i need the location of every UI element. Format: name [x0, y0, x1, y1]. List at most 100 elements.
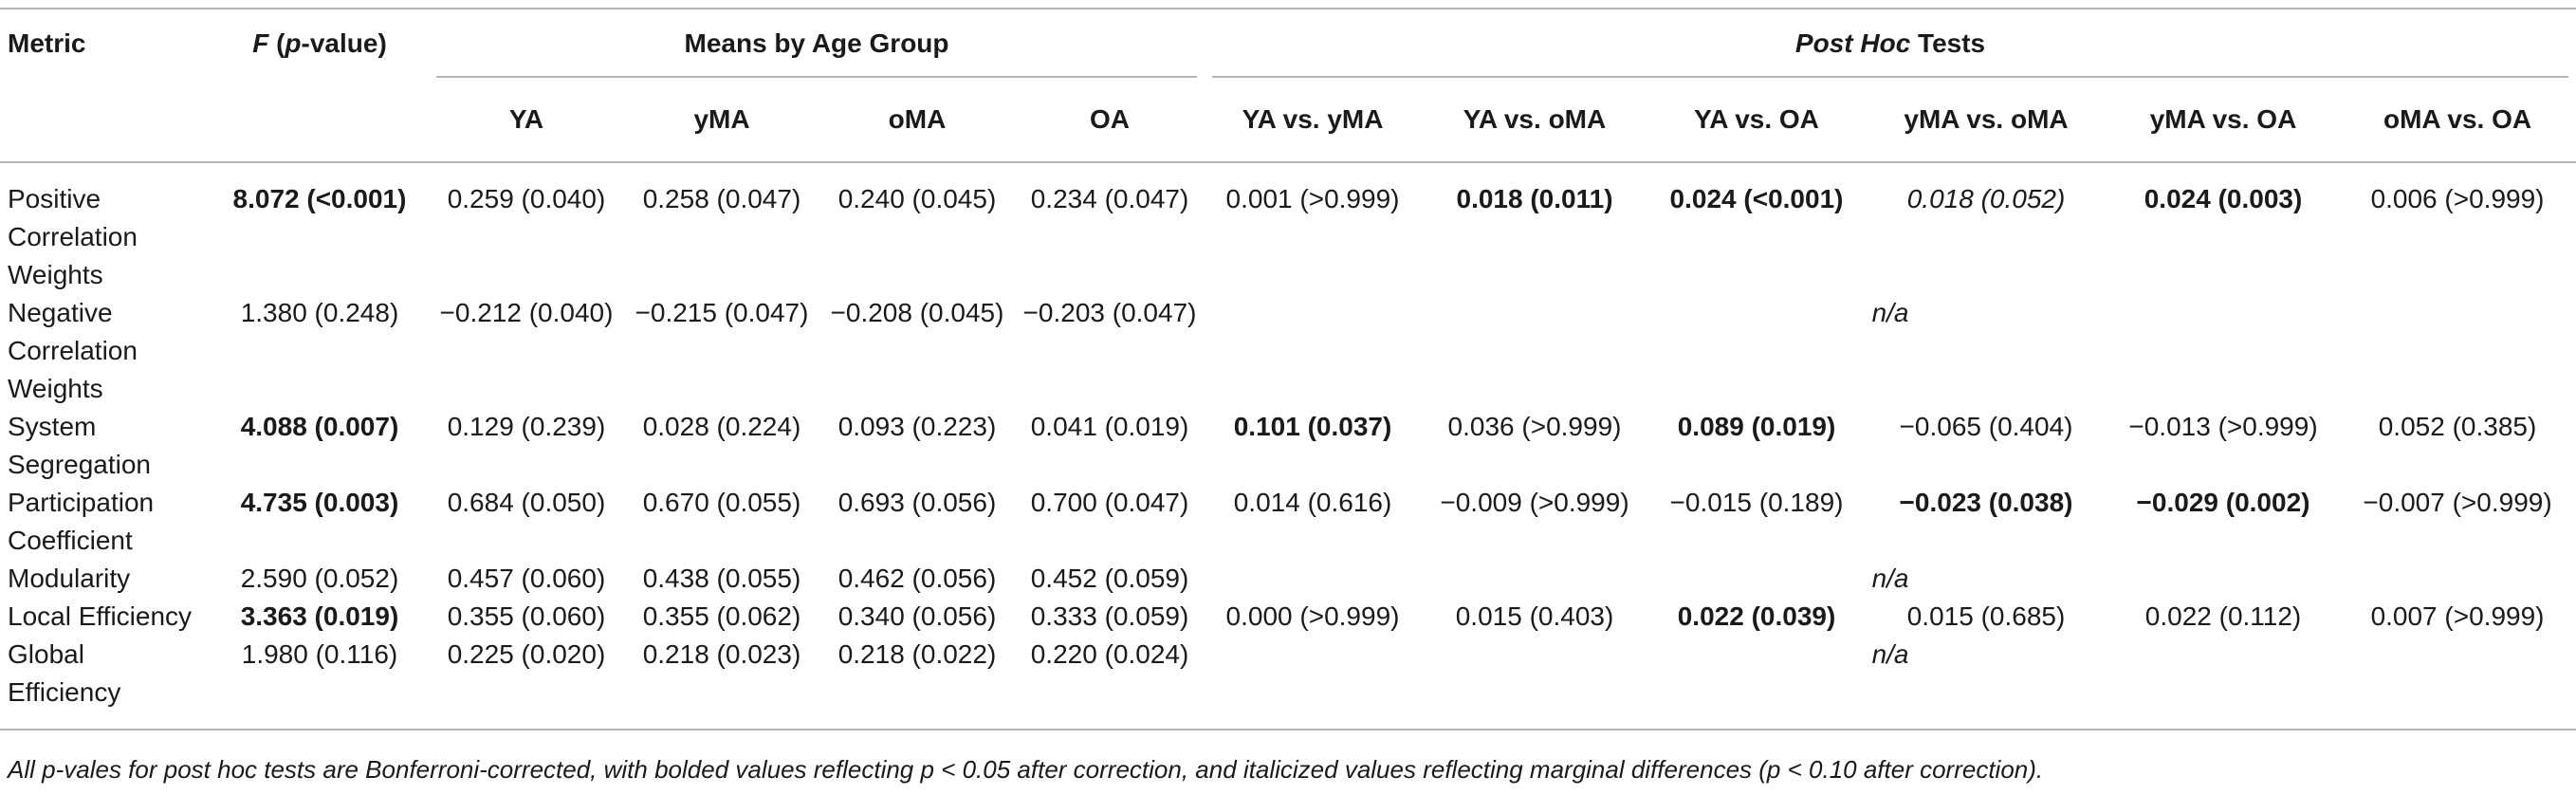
posthoc-cell: −0.007 (>0.999) [2363, 488, 2552, 517]
table-row: Modularity 2.590 (0.052) 0.457 (0.060) 0.43… [0, 560, 2576, 598]
metric-cell: Global Efficiency [0, 636, 211, 730]
metric-cell: Modularity [0, 560, 211, 598]
mean-cell: 0.218 (0.023) [642, 639, 801, 669]
mean-cell: 0.684 (0.050) [447, 488, 606, 517]
metric-label-line: Efficiency [8, 677, 121, 707]
table-row: Negative Correlation Weights 1.380 (0.248) −… [0, 294, 2576, 408]
mean-cell: 0.340 (0.056) [837, 601, 997, 631]
posthoc-cell: −0.015 (0.189) [1669, 488, 1844, 517]
comparison-header: yMA vs. OA [2149, 104, 2297, 134]
group-header: OA [1090, 104, 1130, 134]
metric-cell: Local Efficiency [0, 598, 211, 636]
posthoc-cell: −0.065 (0.404) [1899, 412, 2073, 441]
footnote-part: < 0.05 after correction, and italicized … [933, 755, 1767, 784]
footnote-p: p [42, 755, 56, 784]
mean-cell: 0.225 (0.020) [447, 639, 606, 669]
not-applicable-cell: n/a [1871, 564, 1909, 593]
posthoc-cell: 0.015 (0.403) [1455, 601, 1614, 631]
footnote-part: -vales for post hoc tests are Bonferroni… [55, 755, 921, 784]
mean-cell: 0.028 (0.224) [642, 412, 801, 441]
posthoc-cell: −0.023 (0.038) [1899, 488, 2073, 517]
posthoc-cell: 0.007 (>0.999) [2370, 601, 2545, 631]
footnote-part: < 0.10 after correction). [1780, 755, 2044, 784]
metric-label-line: Correlation [8, 336, 138, 365]
table-row: Positive Correlation Weights 8.072 (<0.001)… [0, 162, 2576, 294]
comparison-header: oMA vs. OA [2383, 104, 2532, 134]
comparison-header: yMA vs. oMA [1904, 104, 2069, 134]
metric-label-line: Participation [8, 488, 155, 517]
metric-label-line: Weights [8, 260, 103, 289]
f-value-cell: 2.590 (0.052) [240, 564, 399, 593]
posthoc-cell: 0.018 (0.052) [1906, 184, 2066, 213]
mean-cell: 0.700 (0.047) [1030, 488, 1189, 517]
f-value-cell: 1.980 (0.116) [241, 639, 398, 669]
mean-cell: −0.212 (0.040) [439, 298, 614, 327]
metric-header: Metric [8, 28, 86, 58]
mean-cell: 0.452 (0.059) [1030, 564, 1189, 593]
footnote-p: p [1766, 755, 1781, 784]
posthoc-cell: 0.052 (0.385) [2378, 412, 2537, 441]
metric-cell: System Segregation [0, 408, 211, 484]
mean-cell: 0.438 (0.055) [642, 564, 801, 593]
posthoc-group-header: Post Hoc Tests [1205, 9, 2576, 78]
means-group-header: Means by Age Group [429, 9, 1205, 78]
metric-cell: Positive Correlation Weights [0, 162, 211, 294]
mean-cell: 0.693 (0.056) [837, 488, 997, 517]
mean-cell: 0.220 (0.024) [1030, 639, 1189, 669]
posthoc-cell: 0.024 (<0.001) [1669, 184, 1844, 213]
posthoc-cell: 0.001 (>0.999) [1225, 184, 1400, 213]
mean-cell: 0.234 (0.047) [1030, 184, 1189, 213]
metric-label-line: Global [8, 639, 84, 669]
comparison-header: YA vs. yMA [1242, 104, 1384, 134]
f-value-cell: 8.072 (<0.001) [232, 184, 407, 213]
metric-cell: Participation Coefficient [0, 484, 211, 560]
metric-label-line: Modularity [8, 564, 131, 593]
table-row: Local Efficiency 3.363 (0.019) 0.355 (0.06… [0, 598, 2576, 636]
comparison-header: YA vs. oMA [1463, 104, 1607, 134]
mean-cell: −0.215 (0.047) [635, 298, 809, 327]
mean-cell: 0.218 (0.022) [837, 639, 997, 669]
f-header-end: -value) [301, 28, 387, 58]
posthoc-cell: −0.013 (>0.999) [2128, 412, 2318, 441]
mean-cell: 0.240 (0.045) [837, 184, 997, 213]
group-header: oMA [888, 104, 947, 134]
group-header: yMA [693, 104, 750, 134]
mean-cell: −0.203 (0.047) [1022, 298, 1197, 327]
posthoc-cell: 0.022 (0.039) [1677, 601, 1836, 631]
table-footnote: All p-vales for post hoc tests are Bonfe… [8, 755, 2043, 785]
posthoc-cell: −0.009 (>0.999) [1440, 488, 1629, 517]
mean-cell: 0.259 (0.040) [447, 184, 606, 213]
posthoc-rest: Tests [1910, 28, 1986, 58]
mean-cell: 0.670 (0.055) [642, 488, 801, 517]
header-row-2: YA yMA oMA OA YA vs. yMA YA vs. oMA YA vs. OA y… [0, 78, 2576, 162]
header-row-1: Metric F (p-value) Means by Age Group Po… [0, 9, 2576, 78]
posthoc-cell: 0.089 (0.019) [1677, 412, 1836, 441]
posthoc-group-label: Post Hoc Tests [1212, 25, 2569, 78]
metric-label-line: Coefficient [8, 526, 133, 555]
table-body: Positive Correlation Weights 8.072 (<0.001)… [0, 162, 2576, 730]
table-row: Global Efficiency 1.980 (0.116) 0.225 (0.02… [0, 636, 2576, 730]
not-applicable-cell: n/a [1871, 298, 1909, 327]
means-group-label: Means by Age Group [436, 25, 1198, 78]
posthoc-cell: 0.022 (0.112) [2144, 601, 2302, 631]
blank-header [211, 78, 429, 162]
f-header-p: p [285, 28, 302, 58]
table-row: System Segregation 4.088 (0.007) 0.129 (0.2… [0, 408, 2576, 484]
metric-label-line: System [8, 412, 97, 441]
mean-cell: 0.333 (0.059) [1030, 601, 1189, 631]
f-value-cell: 3.363 (0.019) [240, 601, 399, 631]
posthoc-cell: 0.101 (0.037) [1233, 412, 1392, 441]
posthoc-cell: 0.000 (>0.999) [1225, 601, 1400, 631]
table-row: Participation Coefficient 4.735 (0.003) 0.6… [0, 484, 2576, 560]
mean-cell: 0.093 (0.223) [837, 412, 997, 441]
blank-header [0, 78, 211, 162]
mean-cell: 0.355 (0.062) [642, 601, 801, 631]
mean-cell: 0.258 (0.047) [642, 184, 801, 213]
f-value-cell: 4.735 (0.003) [240, 488, 399, 517]
posthoc-cell: 0.036 (>0.999) [1447, 412, 1622, 441]
posthoc-cell: 0.006 (>0.999) [2370, 184, 2545, 213]
results-table: Metric F (p-value) Means by Age Group Po… [0, 8, 2576, 730]
mean-cell: 0.355 (0.060) [447, 601, 606, 631]
f-header-open: ( [268, 28, 285, 58]
